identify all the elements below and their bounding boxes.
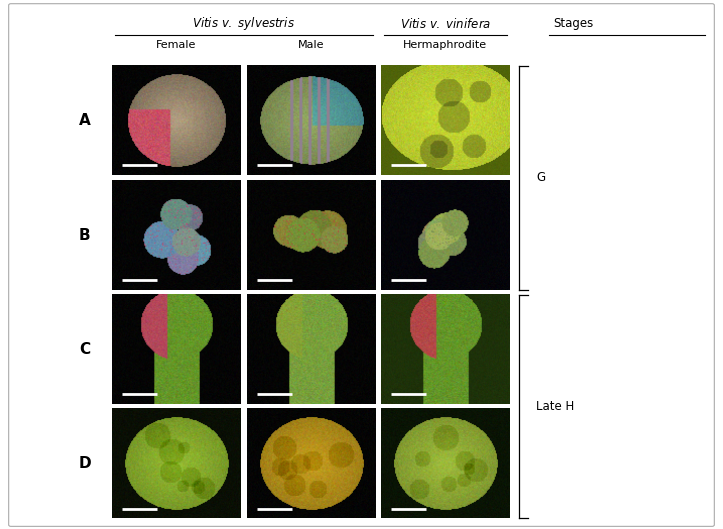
Text: A: A [79,113,90,128]
Text: Hermaphrodite: Hermaphrodite [403,40,487,50]
Text: Stages: Stages [553,17,594,30]
Text: Late H: Late H [536,400,575,413]
Text: Male: Male [298,40,324,50]
Text: $\it{Vitis}$ $\it{v.}$ $\it{sylvestris}$: $\it{Vitis}$ $\it{v.}$ $\it{sylvestris}$ [192,15,295,32]
FancyBboxPatch shape [9,4,714,526]
Text: C: C [79,342,90,357]
Text: G: G [536,171,546,185]
Text: $\it{Vitis}$ $\it{v.}$ $\it{vinifera}$: $\it{Vitis}$ $\it{v.}$ $\it{vinifera}$ [400,17,491,31]
Text: Female: Female [156,40,197,50]
Text: D: D [78,457,91,471]
Text: B: B [79,227,90,243]
